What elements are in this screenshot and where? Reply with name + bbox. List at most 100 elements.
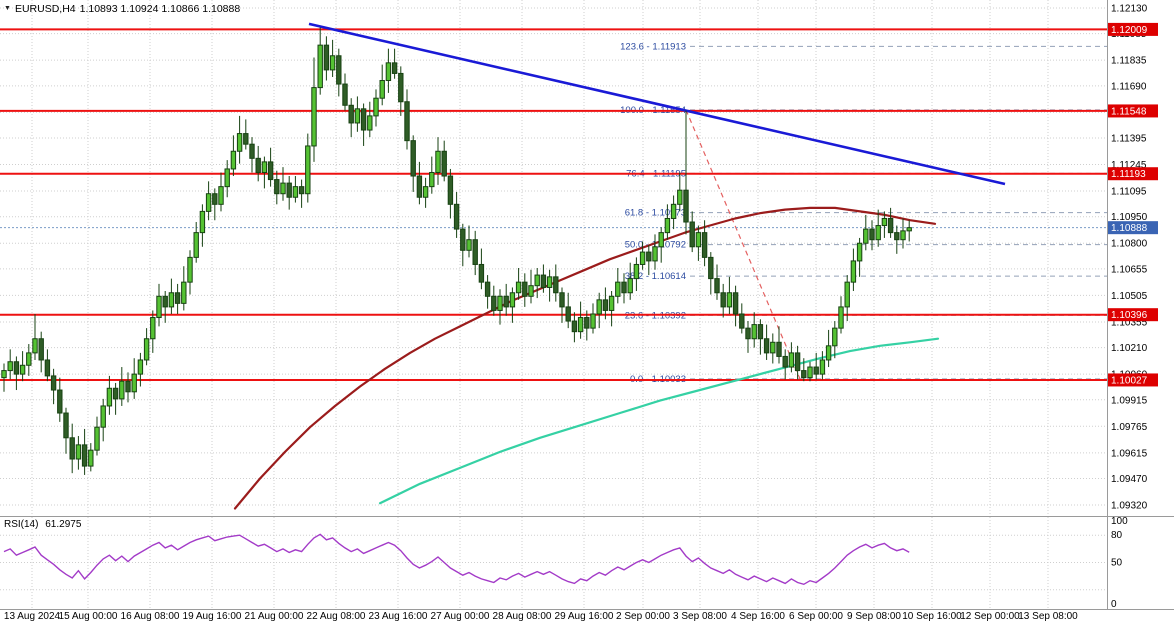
candle xyxy=(887,217,894,234)
candle xyxy=(466,239,472,251)
candle xyxy=(32,338,38,354)
candle xyxy=(850,260,857,283)
chart-marker-icon: ▼ xyxy=(4,4,11,12)
svg-text:1.11193: 1.11193 xyxy=(1111,169,1146,180)
candle xyxy=(280,182,286,195)
candle xyxy=(255,157,261,173)
candle xyxy=(639,251,646,265)
fib-level-label: 23.6 - 1.10392 xyxy=(625,310,686,321)
candle xyxy=(732,292,739,315)
candle xyxy=(373,97,379,117)
price-axis[interactable]: 1.121301.119851.118351.116901.115401.113… xyxy=(1108,4,1158,611)
candle xyxy=(863,228,869,244)
candle xyxy=(50,375,57,391)
price-tick-label: 1.09320 xyxy=(1111,501,1148,512)
candle xyxy=(156,295,162,319)
candle xyxy=(497,295,503,311)
candle xyxy=(367,115,373,131)
candle xyxy=(150,317,156,340)
candle xyxy=(869,228,875,241)
candle xyxy=(261,161,268,173)
candle xyxy=(590,313,596,329)
price-tick-label: 1.09915 xyxy=(1111,395,1148,406)
candle xyxy=(646,251,652,262)
candle xyxy=(416,175,423,198)
candle xyxy=(509,292,516,308)
chart-ohlc-readout: 1.10893 1.10924 1.10866 1.10888 xyxy=(79,3,241,15)
candle xyxy=(329,55,336,71)
candle xyxy=(515,281,522,294)
candle xyxy=(69,437,75,460)
candle xyxy=(311,87,317,147)
candle xyxy=(385,62,392,82)
candle xyxy=(305,145,311,195)
candle xyxy=(714,278,720,294)
candle xyxy=(670,203,677,219)
candle xyxy=(491,295,497,311)
time-tick-label: 13 Aug 2024 xyxy=(4,611,61,621)
candle xyxy=(236,133,243,152)
candle xyxy=(63,412,69,439)
time-tick-label: 23 Aug 16:00 xyxy=(369,611,428,621)
candle xyxy=(292,186,299,198)
price-tick-label: 1.11690 xyxy=(1111,81,1147,92)
candle xyxy=(391,62,398,74)
candle xyxy=(832,327,838,347)
candle xyxy=(44,359,51,377)
candle xyxy=(162,295,168,308)
candle xyxy=(689,221,695,248)
candles-layer xyxy=(1,27,912,475)
candle xyxy=(274,179,280,195)
candle xyxy=(181,281,187,304)
candle xyxy=(230,150,237,170)
rsi-tick-label: 0 xyxy=(1111,599,1117,610)
candle xyxy=(664,217,671,234)
candle xyxy=(565,306,571,322)
candle xyxy=(472,239,478,265)
candle xyxy=(683,189,689,223)
price-level-badge: 1.10396 xyxy=(1108,308,1158,322)
candle xyxy=(137,359,144,375)
candle xyxy=(168,292,175,308)
candle xyxy=(770,341,776,354)
candle xyxy=(243,133,249,145)
candle xyxy=(745,327,751,340)
price-tick-label: 1.12130 xyxy=(1111,4,1148,15)
candle xyxy=(838,306,844,329)
time-tick-label: 28 Aug 08:00 xyxy=(493,611,552,621)
rsi-tick-label: 80 xyxy=(1111,530,1123,541)
candle xyxy=(844,281,850,308)
candle xyxy=(1,370,7,379)
price-tick-label: 1.10655 xyxy=(1111,264,1148,275)
time-tick-label: 19 Aug 16:00 xyxy=(183,611,242,621)
candle xyxy=(577,317,584,333)
time-tick-label: 2 Sep 00:00 xyxy=(616,611,670,621)
fib-anchor-line[interactable] xyxy=(685,109,801,380)
candle xyxy=(323,44,330,71)
candle xyxy=(286,182,292,198)
candle xyxy=(553,276,559,294)
candle xyxy=(658,232,664,248)
candle xyxy=(429,171,435,188)
candle xyxy=(677,189,683,205)
candle xyxy=(88,449,94,467)
time-tick-label: 12 Sep 00:00 xyxy=(960,611,1020,621)
candle xyxy=(534,274,540,287)
candle xyxy=(447,175,454,205)
candle xyxy=(739,313,745,329)
candle xyxy=(453,203,460,230)
chart-surface[interactable] xyxy=(0,0,1107,516)
candle xyxy=(881,217,888,227)
support-resistance-lines[interactable] xyxy=(0,28,1107,381)
candle xyxy=(652,246,658,262)
time-tick-label: 6 Sep 00:00 xyxy=(789,611,843,621)
candle xyxy=(596,299,602,315)
price-tick-label: 1.09615 xyxy=(1111,448,1148,459)
price-tick-label: 1.09765 xyxy=(1111,422,1148,433)
candle xyxy=(776,341,782,357)
candle xyxy=(354,108,361,124)
descending-trendline[interactable] xyxy=(308,22,1006,186)
